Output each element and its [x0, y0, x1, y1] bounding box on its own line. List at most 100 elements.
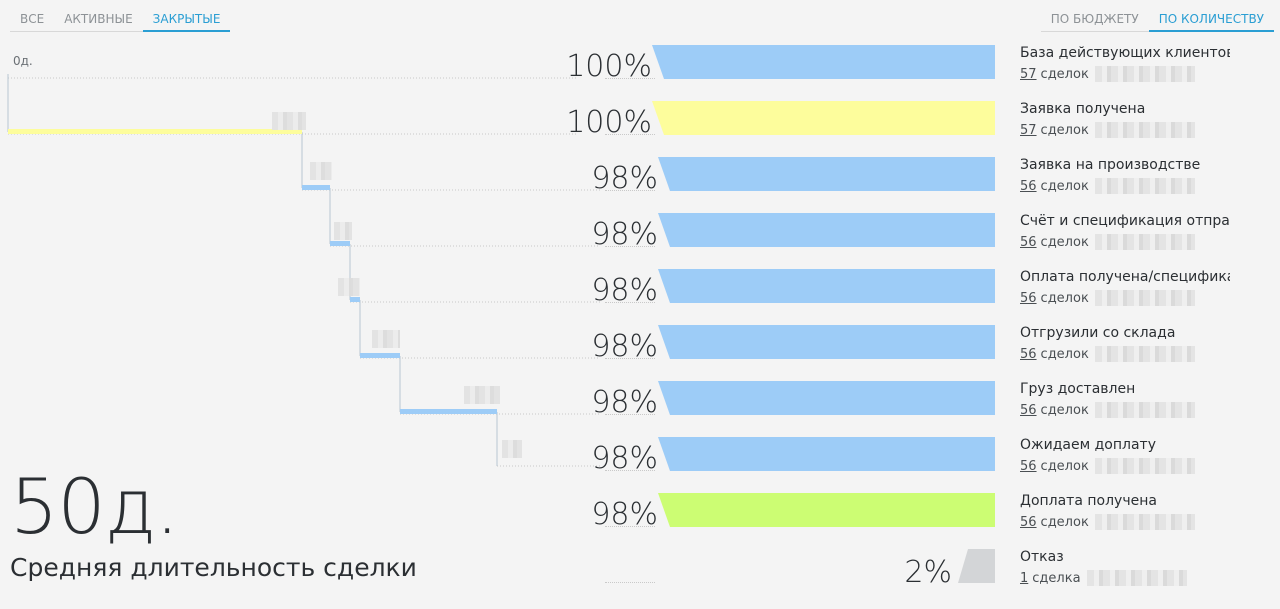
tab-closed[interactable]: ЗАКРЫТЫЕ [142, 0, 231, 32]
funnel-stage: Заявка получена 57 сделок [1020, 101, 1230, 138]
funnel-bar[interactable] [652, 101, 995, 135]
deal-unit: сделок [1040, 66, 1089, 82]
funnel-row-line [605, 246, 655, 247]
blurred-budget [1094, 346, 1195, 362]
funnel-stage: База действующих клиентов 57 сделок [1020, 45, 1230, 82]
funnel-row-line [605, 302, 655, 303]
blurred-duration [338, 278, 360, 296]
funnel-percent: 98% [591, 273, 658, 308]
funnel-row-line [605, 78, 655, 79]
funnel-stage: Груз доставлен 56 сделок [1020, 381, 1230, 418]
status-tabs: ВСЕ АКТИВНЫЕ ЗАКРЫТЫЕ [10, 0, 231, 33]
funnel-row-line [605, 414, 655, 415]
funnel-percent: 98% [591, 385, 658, 420]
deal-count-link[interactable]: 57 [1020, 66, 1037, 82]
timeline-bar [302, 185, 330, 190]
blurred-budget [1086, 570, 1187, 586]
funnel-bar[interactable] [658, 381, 995, 415]
funnel-percent: 98% [591, 329, 658, 364]
deal-unit: сделок [1040, 122, 1089, 138]
deal-count-link[interactable]: 56 [1020, 346, 1037, 362]
deal-unit: сделка [1032, 570, 1081, 586]
deal-unit: сделок [1040, 458, 1089, 474]
stage-deals: 56 сделок [1020, 346, 1230, 362]
blurred-budget [1094, 234, 1195, 250]
deal-unit: сделок [1040, 234, 1089, 250]
stage-name: База действующих клиентов [1020, 45, 1230, 61]
stage-deals: 56 сделок [1020, 234, 1230, 250]
funnel-row-line [605, 470, 655, 471]
funnel-row-line [605, 134, 655, 135]
deal-count-link[interactable]: 56 [1020, 234, 1037, 250]
funnel-bar[interactable] [658, 269, 995, 303]
stage-deals: 56 сделок [1020, 178, 1230, 194]
deal-unit: сделок [1040, 402, 1089, 418]
avg-duration-value: 50д. [10, 462, 179, 551]
funnel-stage: Доплата получена 56 сделок [1020, 493, 1230, 530]
deal-unit: сделок [1040, 178, 1089, 194]
blurred-budget [1094, 122, 1195, 138]
stage-deals: 56 сделок [1020, 458, 1230, 474]
funnel-bar[interactable] [658, 157, 995, 191]
timeline-bar [400, 409, 497, 414]
blurred-budget [1094, 402, 1195, 418]
deal-count-link[interactable]: 56 [1020, 514, 1037, 530]
deal-unit: сделок [1040, 346, 1089, 362]
funnel-percent: 98% [591, 161, 658, 196]
blurred-duration [464, 386, 500, 404]
deal-count-link[interactable]: 56 [1020, 402, 1037, 418]
blurred-duration [502, 440, 522, 458]
timeline-bar [350, 297, 360, 302]
funnel-percent: 98% [591, 497, 658, 532]
blurred-budget [1094, 66, 1195, 82]
blurred-duration [334, 222, 352, 240]
tab-active[interactable]: АКТИВНЫЕ [54, 0, 143, 32]
funnel-stage: Заявка на производстве 56 сделок [1020, 157, 1230, 194]
stage-name: Отгрузили со склада [1020, 325, 1176, 341]
tab-all[interactable]: ВСЕ [10, 0, 55, 32]
stage-name: Заявка получена [1020, 101, 1146, 117]
funnel-percent: 98% [591, 217, 658, 252]
deal-count-link[interactable]: 56 [1020, 178, 1037, 194]
funnel-bar[interactable] [658, 213, 995, 247]
funnel-stage: Отгрузили со склада 56 сделок [1020, 325, 1230, 362]
deal-count-link[interactable]: 56 [1020, 458, 1037, 474]
funnel-percent: 2% [904, 555, 952, 590]
stage-name: Заявка на производстве [1020, 157, 1201, 173]
tab-by-budget[interactable]: ПО БЮДЖЕТУ [1040, 0, 1149, 32]
funnel-percent: 98% [591, 441, 658, 476]
stage-name: Оплата получена/спецификация [1020, 269, 1230, 285]
funnel-bar[interactable] [958, 549, 995, 583]
timeline-bar [330, 241, 350, 246]
stage-name: Счёт и спецификация отправлены [1020, 213, 1230, 229]
deal-count-link[interactable]: 56 [1020, 290, 1037, 306]
deal-count-link[interactable]: 57 [1020, 122, 1037, 138]
blurred-duration [372, 330, 400, 348]
tab-by-count[interactable]: ПО КОЛИЧЕСТВУ [1148, 0, 1274, 32]
funnel-row-line [605, 358, 655, 359]
mode-tabs: ПО БЮДЖЕТУ ПО КОЛИЧЕСТВУ [1040, 0, 1274, 33]
funnel-stage: Ожидаем доплату 56 сделок [1020, 437, 1230, 474]
funnel-row-line [605, 582, 655, 583]
stage-deals: 1 сделка [1020, 570, 1230, 586]
stage-deals: 56 сделок [1020, 514, 1230, 530]
timeline-start-label: 0д. [13, 54, 33, 68]
funnel-row-line [605, 190, 655, 191]
funnel-bar[interactable] [658, 493, 995, 527]
deal-count-link[interactable]: 1 [1020, 570, 1029, 586]
stage-deals: 57 сделок [1020, 122, 1230, 138]
avg-duration-label: Средняя длительность сделки [10, 553, 417, 582]
funnel-percent: 100% [566, 105, 652, 140]
deal-unit: сделок [1040, 290, 1089, 306]
funnel-bar[interactable] [658, 437, 995, 471]
blurred-duration [272, 112, 306, 130]
blurred-budget [1094, 290, 1195, 306]
stage-duration-timeline [7, 74, 600, 467]
stage-deals: 56 сделок [1020, 402, 1230, 418]
blurred-duration [310, 162, 332, 180]
stage-deals: 56 сделок [1020, 290, 1230, 306]
funnel-bar[interactable] [652, 45, 995, 79]
funnel-percent: 100% [566, 49, 652, 84]
funnel-bar[interactable] [658, 325, 995, 359]
